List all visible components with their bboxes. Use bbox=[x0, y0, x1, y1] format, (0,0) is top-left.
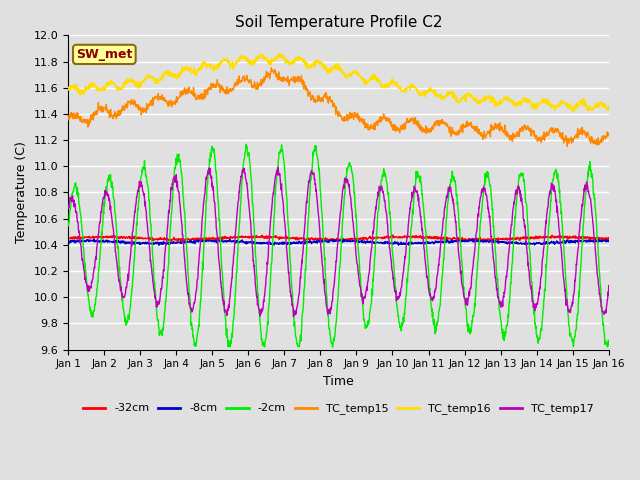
X-axis label: Time: Time bbox=[323, 375, 354, 388]
Title: Soil Temperature Profile C2: Soil Temperature Profile C2 bbox=[235, 15, 442, 30]
Text: SW_met: SW_met bbox=[76, 48, 132, 61]
Y-axis label: Temperature (C): Temperature (C) bbox=[15, 142, 28, 243]
Legend: -32cm, -8cm, -2cm, TC_temp15, TC_temp16, TC_temp17: -32cm, -8cm, -2cm, TC_temp15, TC_temp16,… bbox=[79, 399, 598, 419]
